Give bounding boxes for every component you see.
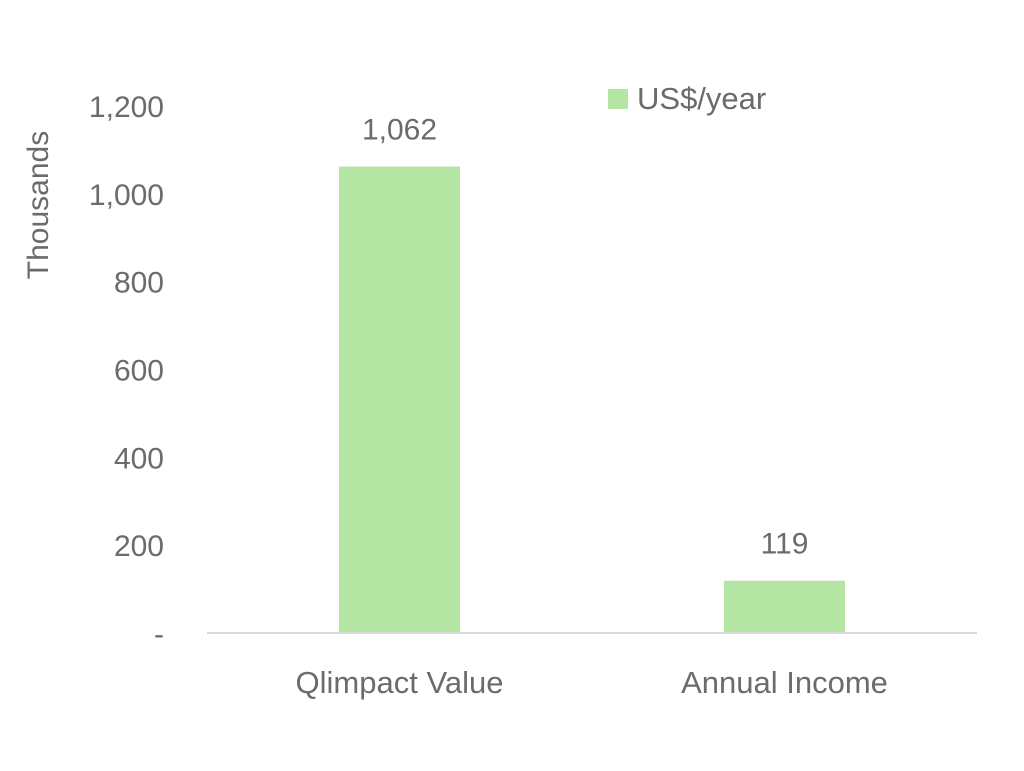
y-axis-ticks: - 200 400 600 800 1,000 1,200 xyxy=(89,91,164,651)
y-tick-label: - xyxy=(154,618,164,651)
category-label: Qlimpact Value xyxy=(296,665,504,700)
legend: US$/year xyxy=(608,81,766,116)
y-tick-label: 1,200 xyxy=(89,91,164,124)
bar-data-label: 1,062 xyxy=(362,114,437,147)
y-tick-label: 600 xyxy=(114,355,164,388)
y-tick-label: 1,000 xyxy=(89,179,164,212)
bars-group xyxy=(339,166,845,634)
y-tick-label: 800 xyxy=(114,267,164,300)
category-labels: Qlimpact Value Annual Income xyxy=(296,665,888,700)
bar xyxy=(724,580,845,633)
y-axis-title: Thousands xyxy=(22,131,55,279)
y-tick-label: 400 xyxy=(114,442,164,475)
legend-label: US$/year xyxy=(637,81,766,116)
category-label: Annual Income xyxy=(681,665,888,700)
y-tick-label: 200 xyxy=(114,530,164,563)
bar-data-label: 119 xyxy=(761,528,809,561)
legend-swatch xyxy=(608,89,628,109)
bar xyxy=(339,166,460,634)
data-labels-group: 1,062 119 xyxy=(362,114,808,561)
